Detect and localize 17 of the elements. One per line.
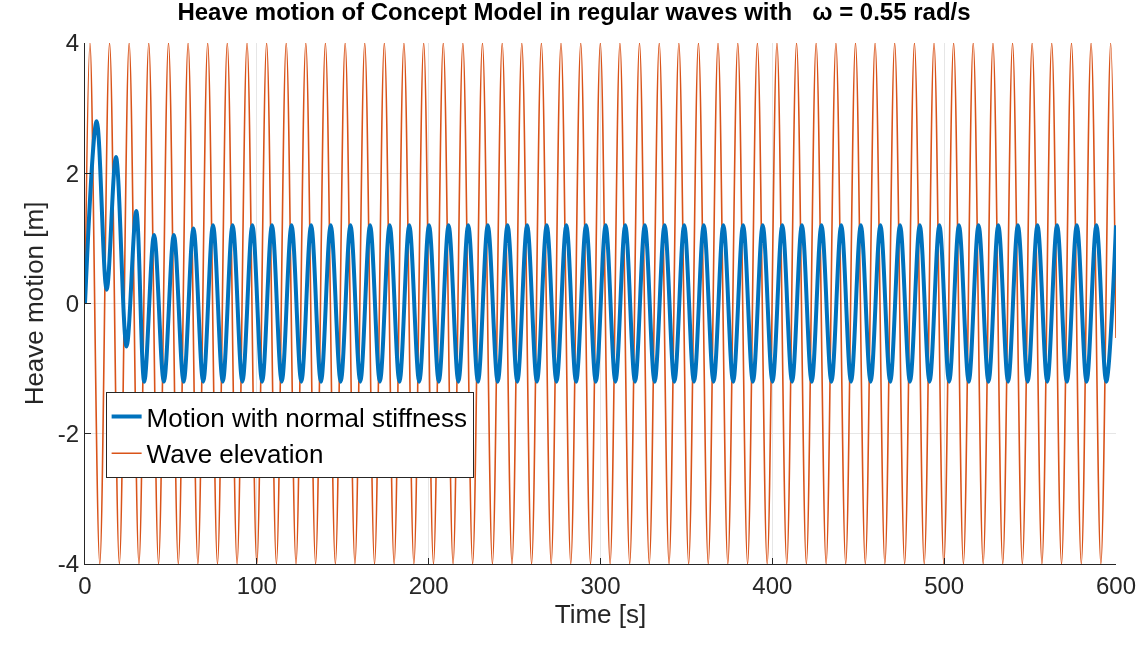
y-tick-label: 2 bbox=[65, 159, 80, 187]
x-tick-label: 400 bbox=[752, 571, 793, 599]
chart-title: Heave motion of Concept Model in regular waves with ω = 0.55 rad/s bbox=[177, 0, 971, 26]
y-tick-label: -4 bbox=[57, 550, 80, 578]
y-tick-label: 4 bbox=[65, 29, 80, 57]
legend-label: Wave elevation bbox=[146, 439, 324, 470]
legend-label: Motion with normal stiffness bbox=[146, 402, 467, 433]
x-tick-label: 500 bbox=[924, 571, 965, 599]
x-axis-title: Time [s] bbox=[554, 598, 647, 629]
line-series bbox=[85, 119, 1116, 384]
x-tick-label: 600 bbox=[1095, 571, 1137, 599]
x-tick-label: 200 bbox=[408, 571, 449, 599]
y-tick-label: -2 bbox=[57, 420, 80, 448]
y-tick-label: 0 bbox=[65, 289, 80, 317]
y-axis-title: Heave motion [m] bbox=[19, 201, 50, 406]
x-tick-label: 300 bbox=[580, 571, 621, 599]
x-tick-label: 100 bbox=[236, 571, 277, 599]
